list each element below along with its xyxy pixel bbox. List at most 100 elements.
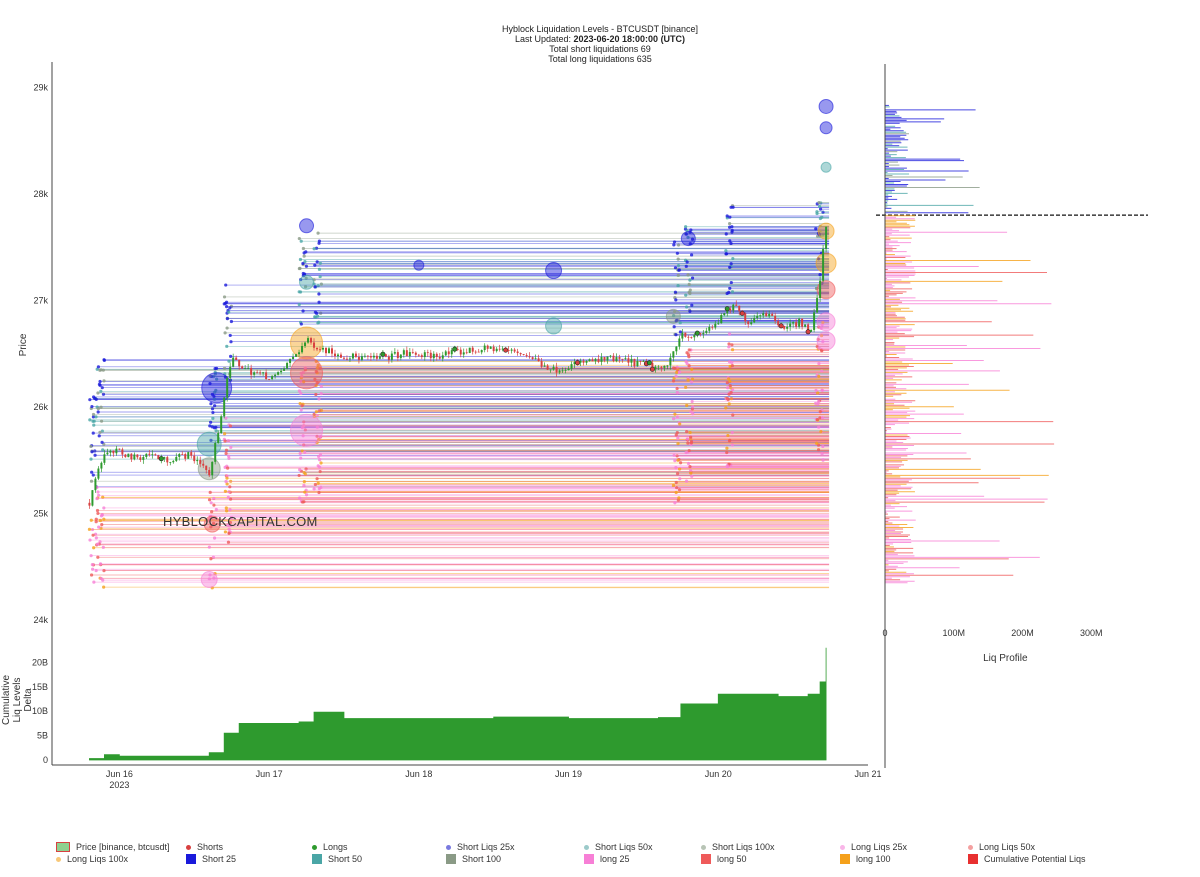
- price-candle: [801, 318, 804, 327]
- legend-item[interactable]: long 100: [840, 854, 891, 864]
- price-candle: [289, 359, 292, 363]
- legend-item[interactable]: Price [binance, btcusdt]: [56, 842, 170, 852]
- liq-level-dot: [690, 367, 694, 372]
- liq-level-dot: [725, 214, 729, 218]
- liq-level-dot: [817, 200, 821, 205]
- legend-item[interactable]: Short Liqs 100x: [701, 842, 775, 852]
- date-tick-label: Jun 17: [256, 769, 283, 779]
- liq-bubble: [545, 317, 563, 335]
- liq-level-dot: [316, 321, 320, 325]
- legend-item[interactable]: Cumulative Potential Liqs: [968, 854, 1086, 864]
- liq-level-dot: [212, 576, 216, 580]
- liq-level-dot: [671, 379, 676, 383]
- price-candle: [393, 352, 396, 354]
- price-candle: [723, 313, 726, 316]
- liq-level-dot: [686, 441, 690, 445]
- liq-level-dot: [90, 404, 94, 409]
- price-candle: [804, 324, 807, 327]
- liq-level-dot: [91, 533, 95, 537]
- liq-level-dot: [98, 562, 103, 566]
- price-candle: [558, 370, 561, 373]
- legend-item[interactable]: Long Liqs 100x: [56, 854, 128, 864]
- price-candle: [91, 490, 94, 506]
- liq-level-dot: [316, 481, 320, 485]
- legend-item[interactable]: Long Liqs 50x: [968, 842, 1035, 852]
- legend-item[interactable]: Long Liqs 25x: [840, 842, 907, 852]
- price-candle: [238, 359, 241, 367]
- liq-level-dot: [676, 263, 681, 268]
- legend-item[interactable]: long 50: [701, 854, 747, 864]
- liq-level-dot: [89, 573, 94, 577]
- liq-level-dot: [689, 435, 693, 439]
- price-candle: [513, 349, 516, 352]
- legend-item[interactable]: Longs: [312, 842, 348, 852]
- price-candle: [94, 478, 97, 491]
- legend-item[interactable]: Shorts: [186, 842, 223, 852]
- liq-level-dot: [100, 429, 104, 433]
- long-marker: [724, 306, 730, 312]
- liq-level-dot: [821, 340, 825, 344]
- liq-level-dot: [102, 506, 106, 510]
- liq-level-dot: [211, 521, 216, 525]
- price-candle: [157, 455, 160, 460]
- price-candle: [145, 453, 148, 458]
- liq-level-dot: [673, 266, 678, 270]
- liq-level-dot: [673, 412, 677, 416]
- liq-level-dot: [678, 330, 682, 334]
- liq-level-dot: [92, 580, 96, 584]
- price-candle: [106, 452, 109, 455]
- liq-level-dot: [91, 473, 95, 477]
- liq-level-dot: [303, 285, 308, 289]
- liq-level-dot: [685, 305, 689, 309]
- price-axis-title: Price: [18, 333, 29, 356]
- liq-level-dot: [729, 390, 733, 395]
- liq-level-dot: [318, 261, 322, 265]
- liq-level-dot: [229, 516, 234, 520]
- price-candle: [555, 366, 558, 373]
- price-tick-label: 27k: [33, 295, 48, 305]
- liq-level-dot: [671, 417, 676, 421]
- long-marker: [158, 456, 164, 462]
- liq-bubble: [545, 262, 563, 280]
- legend-item[interactable]: Short 25: [186, 854, 236, 864]
- liq-level-dot: [302, 483, 306, 488]
- liq-level-dot: [313, 285, 317, 289]
- liq-level-dot: [102, 379, 106, 383]
- liq-level-dot: [93, 453, 97, 457]
- price-candle: [684, 332, 687, 337]
- liq-level-dot: [228, 485, 232, 489]
- liq-level-dot: [301, 500, 305, 504]
- profile-layer: [876, 104, 1148, 584]
- liq-bubble: [299, 274, 315, 290]
- liq-level-dot: [690, 237, 695, 241]
- liq-level-dot: [818, 273, 822, 277]
- liq-level-dot: [95, 496, 99, 501]
- price-candle: [465, 352, 468, 354]
- legend-item[interactable]: Short Liqs 50x: [584, 842, 653, 852]
- liq-level-dot: [820, 215, 824, 219]
- legend-item[interactable]: long 25: [584, 854, 630, 864]
- liq-level-dot: [100, 386, 104, 390]
- price-candle: [163, 457, 166, 459]
- liq-level-dot: [207, 545, 211, 549]
- liq-level-dot: [228, 424, 233, 428]
- legend-item[interactable]: Short 100: [446, 854, 501, 864]
- legend-item[interactable]: Short Liqs 25x: [446, 842, 515, 852]
- liq-level-dot: [685, 260, 689, 264]
- liq-level-dot: [208, 382, 212, 386]
- price-candle: [402, 350, 405, 355]
- price-candle: [789, 323, 792, 327]
- legend-item[interactable]: Short 50: [312, 854, 362, 864]
- liq-level-dot: [212, 397, 217, 401]
- liq-level-dot: [94, 520, 98, 524]
- price-candle: [501, 348, 504, 350]
- liq-level-dot: [298, 402, 302, 406]
- price-tick-label: 25k: [33, 508, 48, 518]
- liq-level-dot: [302, 251, 306, 255]
- price-candle: [97, 468, 100, 479]
- profile-axis-title: Liq Profile: [983, 653, 1028, 664]
- price-candle: [277, 372, 280, 375]
- delta-tick-label: 5B: [37, 731, 48, 741]
- liq-level-dot: [91, 567, 95, 571]
- liq-level-dot: [91, 412, 96, 417]
